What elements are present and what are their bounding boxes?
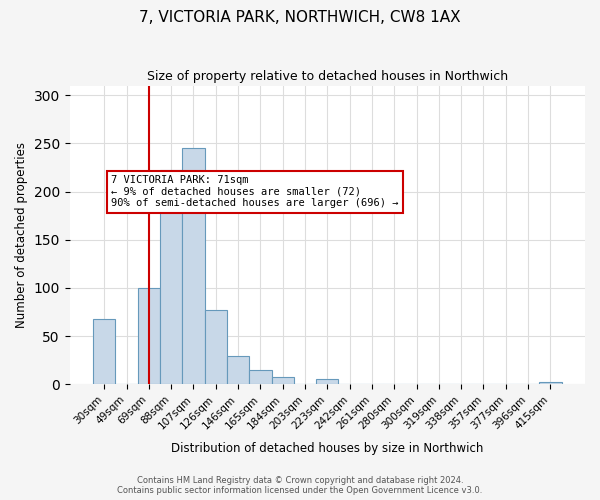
Text: 7 VICTORIA PARK: 71sqm
← 9% of detached houses are smaller (72)
90% of semi-deta: 7 VICTORIA PARK: 71sqm ← 9% of detached … (111, 175, 398, 208)
Bar (316, 378, 338, 384)
Title: Size of property relative to detached houses in Northwich: Size of property relative to detached ho… (147, 70, 508, 83)
Bar (182, 148, 205, 384)
Bar (227, 356, 249, 384)
Y-axis label: Number of detached properties: Number of detached properties (15, 142, 28, 328)
Bar (93, 319, 115, 384)
Bar (160, 170, 182, 384)
X-axis label: Distribution of detached houses by size in Northwich: Distribution of detached houses by size … (171, 442, 484, 455)
Bar (137, 288, 160, 384)
Bar (539, 382, 562, 384)
Text: 7, VICTORIA PARK, NORTHWICH, CW8 1AX: 7, VICTORIA PARK, NORTHWICH, CW8 1AX (139, 10, 461, 25)
Bar (272, 376, 294, 384)
Text: Contains HM Land Registry data © Crown copyright and database right 2024.
Contai: Contains HM Land Registry data © Crown c… (118, 476, 482, 495)
Bar (205, 310, 227, 384)
Bar (249, 370, 272, 384)
